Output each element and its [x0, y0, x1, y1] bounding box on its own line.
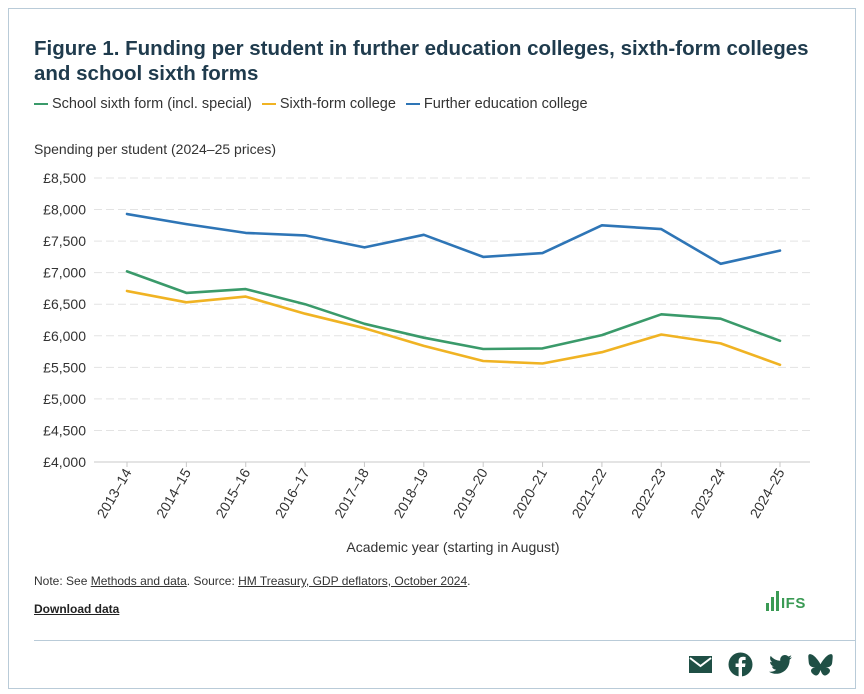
y-tick-labels: £4,000 £4,500 £5,000 £5,500 £6,000 £6,500 £7,0… [43, 170, 86, 470]
facebook-icon[interactable] [728, 652, 753, 677]
y-tick-label: £7,000 [43, 265, 86, 281]
source-note: Note: See Methods and data. Source: HM T… [34, 574, 470, 588]
x-tick-label: 2022–23 [628, 465, 669, 520]
series-line-2[interactable] [125, 212, 782, 266]
y-tick-label: £6,500 [43, 296, 86, 312]
y-tick-label: £8,000 [43, 202, 86, 218]
legend-swatch [261, 102, 276, 106]
twitter-icon[interactable] [768, 652, 793, 677]
ifs-logo: IFS [766, 591, 806, 611]
line-chart: £4,000 £4,500 £5,000 £5,500 £6,000 £6,500 £7,0… [43, 170, 810, 555]
download-data-link[interactable]: Download data [34, 602, 120, 616]
x-tick-label: 2023–24 [687, 465, 728, 520]
legend-label: Sixth-form college [279, 96, 396, 112]
y-tick-label: £4,500 [43, 422, 86, 438]
methods-link[interactable]: Methods and data [90, 574, 187, 588]
y-tick-label: £8,500 [43, 170, 86, 186]
x-tick-label: 2018–19 [390, 465, 431, 520]
chart-title: Figure 1. Funding per student in further… [34, 37, 809, 85]
legend-item-sixth-form-college[interactable]: Sixth-form college [261, 96, 396, 112]
x-tick-label: 2016–17 [272, 465, 313, 520]
legend-item-further-education-college[interactable]: Further education college [405, 96, 588, 112]
gridlines [94, 177, 810, 463]
logo-text: IFS [781, 595, 806, 612]
series-line-1[interactable] [125, 289, 782, 367]
x-tick-label: 2021–22 [568, 465, 609, 520]
x-tick-label: 2020–21 [509, 465, 550, 520]
series-line-0[interactable] [125, 270, 782, 351]
x-tick-label: 2024–25 [746, 465, 787, 520]
email-icon[interactable] [688, 652, 713, 677]
legend-label: Further education college [423, 96, 588, 112]
x-tick-label: 2014–15 [153, 465, 194, 520]
legend-item-school-sixth-form[interactable]: School sixth form (incl. special) [34, 96, 252, 112]
y-tick-label: £6,000 [43, 328, 86, 344]
note-middle: . Source: [186, 574, 239, 588]
legend-label: School sixth form (incl. special) [52, 96, 252, 112]
x-tick-label: 2015–16 [212, 465, 253, 520]
logo-bars-icon [766, 591, 779, 611]
bluesky-icon[interactable] [808, 652, 833, 677]
note-suffix: . [467, 574, 471, 588]
legend-swatch [405, 102, 420, 106]
x-tick-label: 2017–18 [331, 465, 372, 520]
legend-swatch [34, 102, 48, 106]
y-tick-label: £7,500 [43, 233, 86, 249]
x-tick-labels: 2013–14 2014–15 2015–16 2016–17 2017–18 2018–… [93, 462, 788, 521]
x-axis-label: Academic year (starting in August) [346, 539, 559, 555]
y-tick-label: £4,000 [43, 454, 86, 470]
y-axis-label: Spending per student (2024–25 prices) [34, 141, 277, 157]
note-prefix: Note: See [34, 574, 91, 588]
footer-divider [34, 640, 856, 641]
series-lines [125, 212, 782, 367]
x-tick-label: 2013–14 [93, 465, 134, 520]
y-tick-label: £5,000 [43, 391, 86, 407]
source-link[interactable]: HM Treasury, GDP deflators, October 2024 [238, 574, 468, 588]
x-tick-label: 2019–20 [450, 465, 491, 520]
share-bar [688, 652, 833, 677]
y-tick-label: £5,500 [43, 359, 86, 375]
chart-legend: School sixth form (incl. special) Sixth-… [34, 96, 588, 112]
